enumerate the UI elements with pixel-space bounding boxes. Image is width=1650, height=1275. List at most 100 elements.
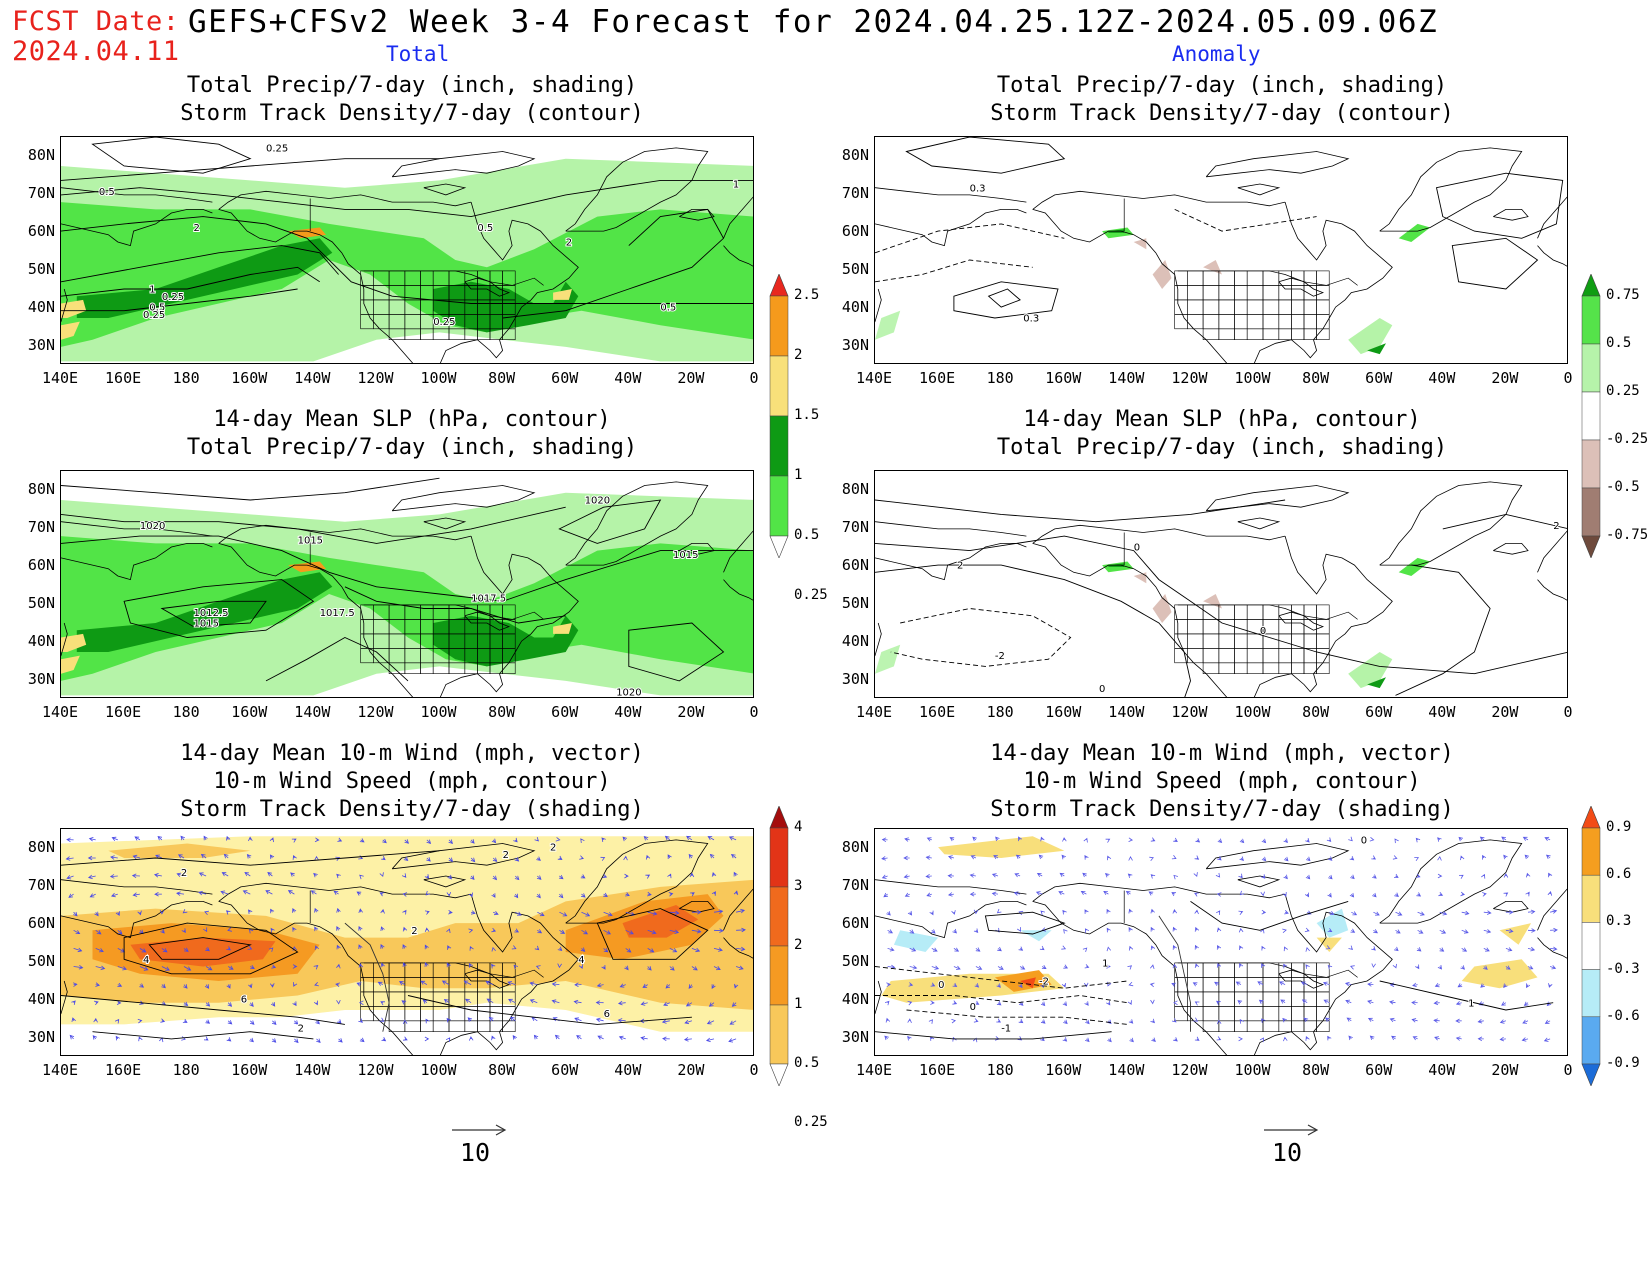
wind-vector	[929, 910, 934, 916]
lon-label: 140E	[41, 369, 79, 387]
colorbar-tick-label: -0.9	[1606, 1055, 1640, 1071]
wind-vector	[333, 890, 339, 895]
state-boundary	[1246, 648, 1264, 664]
shade-region	[61, 202, 753, 347]
lon-label: 160W	[1045, 703, 1082, 721]
coastline	[1493, 209, 1529, 221]
lat-label: 50N	[841, 260, 869, 278]
shade-region	[875, 310, 901, 340]
lon-label: 180	[986, 703, 1014, 721]
wind-vector	[1524, 854, 1530, 860]
contour-line	[61, 535, 753, 602]
wind-vector	[336, 999, 341, 1005]
coastline	[1253, 535, 1393, 697]
wind-vector	[1238, 910, 1244, 915]
lon-label: 0	[1563, 369, 1573, 387]
wind-vector	[1411, 1018, 1418, 1023]
wind-vector	[603, 947, 609, 953]
colorbar-tick-label: 4	[794, 819, 803, 835]
wind-vector	[465, 998, 472, 1004]
state-boundary	[1246, 270, 1264, 286]
wind-vector	[1526, 983, 1531, 989]
lat-label: 40N	[27, 298, 55, 316]
wind-vector	[1483, 929, 1492, 934]
wind-vector	[558, 874, 564, 880]
state-boundary	[1278, 270, 1292, 286]
wind-vector	[161, 966, 170, 971]
lon-label: 20W	[677, 703, 705, 721]
wind-vector	[1283, 874, 1288, 880]
wind-vector	[94, 911, 99, 917]
wind-vector	[246, 853, 252, 859]
wind-vector	[1082, 947, 1088, 953]
wind-vector	[1372, 892, 1377, 898]
wind-vector	[691, 909, 702, 915]
wind-vector	[117, 982, 123, 987]
panel1-title-line1: Total Precip/7-day (inch, shading)	[186, 73, 638, 98]
wind-vector	[468, 1036, 474, 1041]
wind-vector	[1522, 1019, 1529, 1024]
wind-vector	[1084, 1037, 1090, 1043]
wind-vector	[485, 980, 494, 985]
wind-vector	[1062, 1001, 1068, 1007]
wind-vector	[1194, 926, 1200, 932]
wind-vector	[1171, 855, 1177, 860]
wind-vector	[1527, 928, 1536, 933]
wind-vector	[1346, 1017, 1352, 1022]
lon-label: 100W	[1234, 369, 1271, 387]
wind-vector	[227, 1002, 233, 1007]
wind-vector	[134, 836, 141, 841]
main-title: GEFS+CFSv2 Week 3-4 Forecast for 2024.04…	[188, 4, 1439, 40]
contour-label: 2	[411, 926, 417, 937]
wind-vector	[625, 929, 634, 935]
colorbar-segment	[1581, 874, 1601, 923]
state-boundary	[1291, 314, 1305, 330]
wind-vector	[426, 857, 431, 862]
colorbar-tick-label: -0.75	[1606, 527, 1649, 543]
wind-vector	[996, 1018, 1002, 1023]
colorbar-segment	[1581, 343, 1601, 393]
state-boundary	[448, 1020, 466, 1033]
contour-line	[148, 937, 252, 960]
wind-vector	[446, 1017, 451, 1023]
wind-vector	[953, 965, 961, 970]
wind-vector	[1505, 947, 1513, 952]
wind-vector	[1389, 1017, 1396, 1023]
wind-vector	[1014, 873, 1021, 878]
wind-vector	[1348, 945, 1354, 950]
wind-vector	[557, 963, 562, 969]
state-boundary	[1218, 619, 1235, 635]
lon-label: 140E	[855, 369, 893, 387]
colorbar-tick-label: 0.25	[794, 1114, 828, 1130]
wind-vector	[713, 965, 721, 971]
colorbar-bottom-triangle	[769, 535, 789, 558]
wind-vector	[448, 857, 454, 862]
wind-vector	[1018, 910, 1024, 916]
lat-label: 40N	[841, 298, 869, 316]
colorbar-segment	[1581, 827, 1601, 876]
wind-vector	[995, 836, 1000, 842]
wind-vector	[1215, 872, 1221, 878]
wind-vector	[176, 891, 185, 896]
wind-vector	[382, 838, 387, 844]
coastline	[391, 151, 536, 178]
wind-vector	[154, 891, 162, 897]
wind-vector	[1304, 892, 1310, 898]
wind-vector	[1106, 927, 1111, 933]
contour-line	[875, 535, 1567, 675]
contour-label: 0.25	[143, 310, 165, 321]
coastline	[679, 543, 715, 555]
wind-vector	[1505, 965, 1511, 970]
wind-vector	[292, 908, 297, 913]
wind-vector	[993, 855, 999, 860]
wind-vector	[159, 1037, 164, 1043]
map-panel-precip-total: 0.25 0.5 0.25 1 2 0.5 2 1 0.5 0.25 0.5 0.25	[60, 136, 754, 364]
state-boundary	[1218, 991, 1235, 1007]
wind-vector	[1283, 946, 1288, 952]
wind-vector	[1238, 927, 1244, 933]
wind-vector	[1013, 891, 1021, 896]
lon-label: 40W	[614, 703, 642, 721]
wind-vector	[95, 982, 101, 987]
wind-vector	[926, 892, 932, 897]
wind-vector	[290, 872, 295, 877]
